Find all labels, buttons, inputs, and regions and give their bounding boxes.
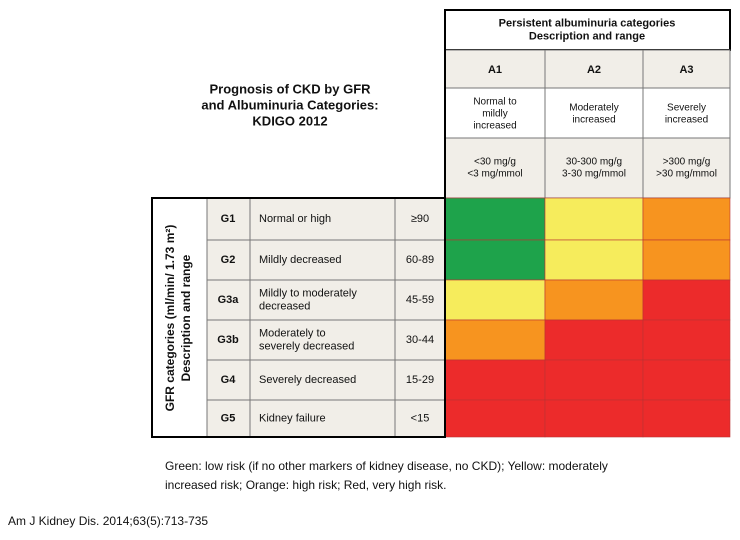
- albuminuria-code-cell: [444, 49, 546, 89]
- gfr-range-cell: [394, 239, 446, 281]
- gfr-heading: Description and range: [179, 254, 193, 381]
- albuminuria-description: increased: [665, 115, 708, 126]
- risk-cell: [642, 239, 731, 281]
- gfr-description-cell: [249, 279, 396, 321]
- albuminuria-code: A2: [587, 64, 601, 76]
- gfr-code-cell: [206, 279, 251, 321]
- gfr-range: 45-59: [406, 294, 434, 306]
- albuminuria-description: Normal to: [473, 97, 517, 108]
- risk-cell: [544, 197, 644, 241]
- title-line: and Albuminuria Categories:: [201, 97, 378, 112]
- gfr-range: ≥90: [411, 213, 429, 225]
- albuminuria-code: A1: [488, 64, 502, 76]
- gfr-description: severely decreased: [259, 340, 354, 352]
- gfr-description: Mildly to moderately: [259, 287, 357, 299]
- albuminuria-range: 30-300 mg/g: [566, 157, 622, 168]
- gfr-range: 30-44: [406, 334, 434, 346]
- gfr-code-cell: [206, 359, 251, 401]
- albuminuria-description: mildly: [482, 109, 508, 120]
- albuminuria-range: >30 mg/mmol: [656, 169, 717, 180]
- gfr-description-cell: [249, 197, 396, 241]
- title-line: Prognosis of CKD by GFR: [209, 81, 371, 96]
- albuminuria-description: increased: [572, 115, 615, 126]
- legend-line: Green: low risk (if no other markers of …: [165, 459, 608, 473]
- gfr-description: Mildly decreased: [259, 254, 342, 266]
- gfr-heading: GFR categories (ml/min/ 1.73 m²): [163, 225, 177, 412]
- gfr-code: G2: [221, 254, 236, 266]
- gfr-range-cell: [394, 319, 446, 361]
- albuminuria-heading: Description and range: [529, 30, 645, 42]
- gfr-range-cell: [394, 359, 446, 401]
- gfr-description: Kidney failure: [259, 412, 326, 424]
- gfr-range: <15: [411, 412, 430, 424]
- albuminuria-range: 3-30 mg/mmol: [562, 169, 626, 180]
- gfr-range: 15-29: [406, 374, 434, 386]
- albuminuria-description: increased: [473, 121, 516, 132]
- title-line: KDIGO 2012: [252, 113, 327, 128]
- albuminuria-description: Severely: [667, 103, 706, 114]
- albuminuria-code-cell: [642, 49, 731, 89]
- gfr-description: Severely decreased: [259, 374, 356, 386]
- albuminuria-range-cell: [642, 137, 731, 199]
- risk-cell: [444, 359, 546, 401]
- albuminuria-heading: Persistent albuminuria categories: [499, 17, 676, 29]
- gfr-code-cell: [206, 239, 251, 281]
- risk-cell: [642, 197, 731, 241]
- risk-cell: [444, 197, 546, 241]
- albuminuria-description-cell: [444, 87, 546, 139]
- risk-cell: [544, 319, 644, 361]
- gfr-range: 60-89: [406, 254, 434, 266]
- risk-cell: [642, 399, 731, 438]
- gfr-range-cell: [394, 279, 446, 321]
- risk-cell: [642, 319, 731, 361]
- albuminuria-description: Moderately: [569, 103, 618, 114]
- risk-cell: [544, 239, 644, 281]
- risk-cell: [642, 279, 731, 321]
- risk-cell: [444, 319, 546, 361]
- gfr-code: G1: [221, 213, 236, 225]
- risk-cell: [444, 279, 546, 321]
- risk-cell: [544, 399, 644, 438]
- gfr-code-cell: [206, 399, 251, 438]
- gfr-description-cell: [249, 239, 396, 281]
- risk-cell: [444, 239, 546, 281]
- gfr-heading-cell: [152, 198, 207, 437]
- gfr-code: G3b: [217, 334, 239, 346]
- gfr-description: decreased: [259, 300, 310, 312]
- gfr-description-cell: [249, 319, 396, 361]
- gfr-description: Moderately to: [259, 327, 326, 339]
- gfr-range-cell: [394, 197, 446, 241]
- gfr-box-border: [151, 197, 446, 438]
- albuminuria-range: >300 mg/g: [663, 157, 711, 168]
- gfr-code: G5: [221, 412, 236, 424]
- gfr-description: Normal or high: [259, 213, 331, 225]
- citation: Am J Kidney Dis. 2014;63(5):713-735: [8, 514, 208, 528]
- risk-cell: [444, 399, 546, 438]
- risk-cell: [544, 279, 644, 321]
- gfr-code: G3a: [218, 294, 240, 306]
- risk-cell: [544, 359, 644, 401]
- albuminuria-code: A3: [679, 64, 693, 76]
- risk-cell: [642, 359, 731, 401]
- albuminuria-description-cell: [544, 87, 644, 139]
- albuminuria-range: <30 mg/g: [474, 157, 516, 168]
- albuminuria-range: <3 mg/mmol: [467, 169, 522, 180]
- gfr-code: G4: [221, 374, 237, 386]
- gfr-description-cell: [249, 359, 396, 401]
- albuminuria-range-cell: [444, 137, 546, 199]
- legend-line: increased risk; Orange: high risk; Red, …: [165, 478, 446, 492]
